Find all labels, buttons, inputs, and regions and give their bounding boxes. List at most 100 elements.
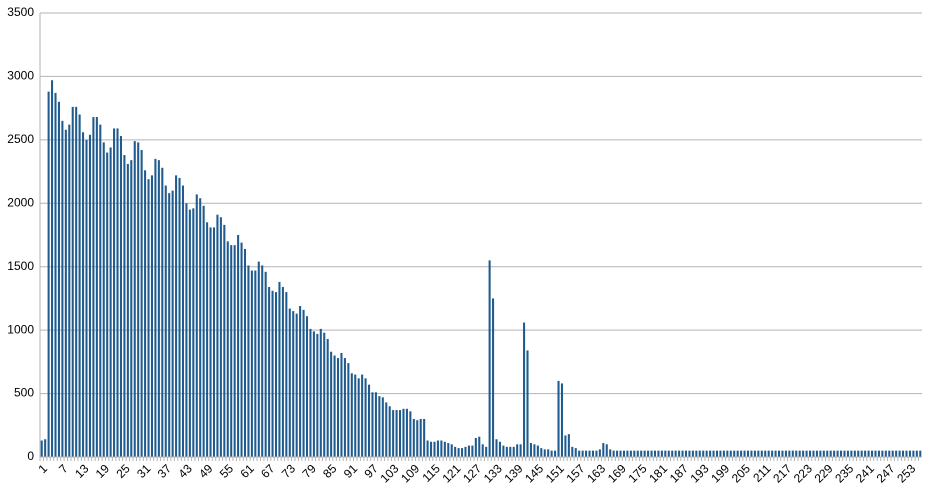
bar (912, 450, 915, 457)
bar (750, 450, 753, 457)
bar (195, 194, 198, 458)
bar (392, 410, 395, 457)
bar (495, 439, 498, 457)
bar (343, 358, 346, 457)
bar (181, 185, 185, 458)
bar (250, 270, 253, 457)
x-tick-label: 37 (155, 461, 175, 481)
bar (740, 450, 743, 457)
bar (319, 328, 322, 457)
bar (512, 446, 515, 457)
bar (695, 450, 698, 457)
bar (285, 292, 288, 457)
bar (519, 444, 522, 457)
bar (616, 450, 619, 457)
bar (871, 450, 874, 457)
bar (102, 142, 105, 457)
bar (791, 450, 794, 457)
x-tick-label: 145 (522, 461, 546, 485)
bar (543, 449, 546, 457)
bar (908, 450, 911, 457)
bar (781, 450, 784, 457)
y-tick-label: 1500 (7, 259, 34, 273)
bar (736, 450, 739, 457)
bar (746, 450, 750, 457)
x-tick-label: 163 (584, 461, 608, 485)
bar (412, 418, 415, 457)
bar (188, 209, 191, 457)
bar (316, 333, 319, 457)
bar (144, 170, 147, 457)
bar (602, 443, 605, 457)
bar (243, 248, 247, 457)
bar (423, 418, 426, 457)
bar (281, 287, 284, 457)
bar (336, 358, 340, 457)
bar (395, 410, 398, 457)
x-tick-label: 103 (377, 461, 401, 485)
bar (261, 265, 264, 457)
bar (240, 242, 243, 457)
x-tick-label: 127 (460, 461, 484, 485)
bar (771, 450, 774, 457)
bar (75, 106, 78, 458)
bar (664, 450, 667, 457)
y-tick-label: 500 (14, 386, 34, 400)
bar (516, 444, 519, 457)
y-tick-label: 0 (27, 449, 34, 463)
bar (764, 450, 767, 457)
x-tick-label: 181 (646, 461, 670, 485)
bar (795, 450, 798, 457)
bar (130, 160, 133, 457)
x-tick-label: 97 (361, 461, 381, 481)
bar (547, 449, 550, 457)
bar (567, 434, 570, 457)
x-tick-label: 235 (832, 461, 856, 485)
bar (226, 241, 229, 457)
bar (767, 450, 770, 457)
bar (109, 147, 112, 457)
bar (150, 175, 154, 457)
x-tick-label: 211 (750, 461, 774, 485)
bar (309, 328, 312, 457)
bar (64, 129, 67, 458)
bar (571, 446, 574, 457)
bar (199, 198, 202, 457)
bar (192, 208, 195, 457)
bar (533, 444, 536, 457)
bar (688, 450, 691, 457)
bar (560, 383, 563, 457)
x-tick-label: 223 (791, 461, 815, 485)
x-tick-label: 1 (35, 461, 50, 476)
bar (47, 91, 50, 457)
bar (808, 450, 812, 457)
bar (709, 450, 712, 457)
bar (116, 128, 119, 457)
bar (650, 450, 653, 457)
bar (719, 450, 722, 457)
bar (274, 292, 278, 457)
bar (292, 311, 295, 457)
bar (154, 158, 157, 457)
bar (874, 450, 877, 457)
bar (660, 450, 663, 457)
bar (619, 450, 622, 457)
bar (347, 363, 350, 457)
bar (374, 392, 377, 457)
y-tick-label: 3000 (7, 69, 34, 83)
bar (760, 450, 763, 457)
bar (237, 235, 240, 457)
bar (95, 117, 98, 457)
bar (367, 384, 371, 457)
x-tick-label: 175 (626, 461, 650, 485)
bar (492, 298, 495, 457)
bar (212, 227, 216, 457)
x-tick-label: 43 (175, 461, 195, 481)
bar (678, 450, 681, 457)
bar (430, 441, 433, 457)
bar (891, 450, 894, 457)
x-tick-label: 253 (894, 461, 918, 485)
bar (99, 124, 102, 458)
bar (330, 351, 333, 457)
bar (364, 378, 367, 457)
